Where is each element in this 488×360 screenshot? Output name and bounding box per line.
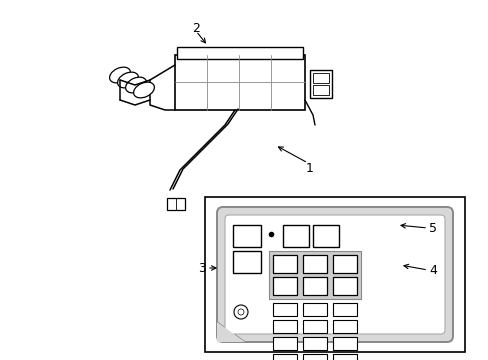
FancyBboxPatch shape <box>224 215 444 334</box>
Bar <box>332 337 356 350</box>
Bar <box>332 277 356 295</box>
Ellipse shape <box>117 72 138 88</box>
Bar <box>272 255 296 273</box>
Bar <box>283 225 308 247</box>
Bar <box>272 337 296 350</box>
Text: 2: 2 <box>192 22 200 35</box>
Bar <box>312 85 328 95</box>
Bar <box>312 225 338 247</box>
Ellipse shape <box>133 82 154 98</box>
Bar <box>232 225 261 247</box>
Bar <box>303 255 326 273</box>
Bar <box>303 354 326 360</box>
Bar <box>303 277 326 295</box>
Bar <box>268 251 360 299</box>
Text: 3: 3 <box>198 261 205 274</box>
Bar <box>232 251 261 273</box>
Bar <box>332 354 356 360</box>
Bar <box>303 303 326 316</box>
Circle shape <box>238 309 244 315</box>
Bar <box>332 255 356 273</box>
Bar <box>167 198 184 210</box>
Text: 4: 4 <box>428 264 436 276</box>
Bar <box>177 47 303 59</box>
Bar <box>332 303 356 316</box>
Polygon shape <box>217 322 244 342</box>
Bar <box>204 197 464 352</box>
Bar <box>312 73 328 83</box>
Text: 5: 5 <box>428 221 436 234</box>
FancyBboxPatch shape <box>217 207 452 342</box>
Bar <box>272 277 296 295</box>
Text: 1: 1 <box>305 162 313 175</box>
Bar <box>303 320 326 333</box>
Bar <box>272 354 296 360</box>
Circle shape <box>234 305 247 319</box>
Ellipse shape <box>125 77 146 93</box>
Ellipse shape <box>109 67 130 83</box>
Bar <box>272 303 296 316</box>
Bar <box>332 320 356 333</box>
Bar <box>272 320 296 333</box>
Bar <box>175 55 305 110</box>
Bar <box>303 337 326 350</box>
Bar <box>309 70 331 98</box>
